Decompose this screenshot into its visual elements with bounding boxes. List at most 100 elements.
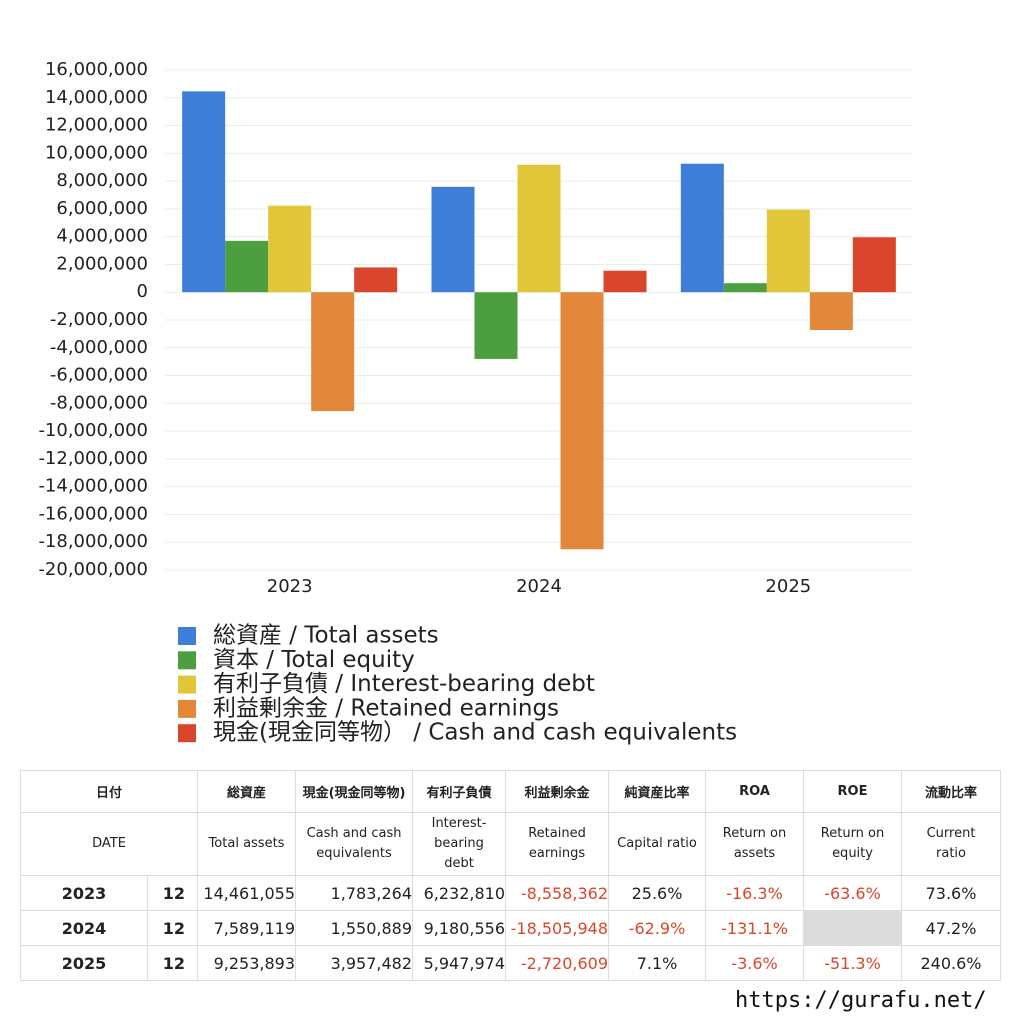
y-tick-label: -12,000,000 <box>38 448 148 469</box>
header-cell: 利益剰余金 <box>505 770 610 813</box>
y-tick-label: -2,000,000 <box>50 309 148 330</box>
table-cell: -62.9% <box>608 910 707 946</box>
bar <box>560 292 604 550</box>
table-cell: 25.6% <box>608 875 707 911</box>
table-cell: 12 <box>146 875 199 911</box>
table-cell: 240.6% <box>901 945 1002 981</box>
table-cell: -3.6% <box>705 945 805 981</box>
header-cell: ROE <box>803 770 903 813</box>
legend-swatch <box>178 675 196 694</box>
header-cell: Cash and cash equivalents <box>295 812 414 876</box>
bar <box>268 205 312 293</box>
data-row: 2023 12 14,461,055 1,783,264 6,232,810 -8,558… <box>20 875 1002 911</box>
table-cell: 12 <box>146 945 199 981</box>
table-cell: 73.6% <box>901 875 1002 911</box>
y-tick-label: 4,000,000 <box>56 226 148 247</box>
header-cell: 現金(現金同等物) <box>295 770 414 813</box>
header-cell: 総資産 <box>197 770 297 813</box>
table-cell: 6,232,810 <box>412 875 507 911</box>
table-cell: 2024 <box>20 910 148 946</box>
y-tick-label: -8,000,000 <box>50 392 148 413</box>
header-row: 日付 総資産 現金(現金同等物) 有利子負債 利益剰余金 純資産比率 ROA ROE 流動比率 <box>19 770 1002 813</box>
legend-label: 有利子負債 / Interest-bearing debt <box>213 671 595 697</box>
data-table: 日付 総資産 現金(現金同等物) 有利子負債 利益剰余金 純資産比率 ROA ROE 流動比率 D… <box>19 770 1002 981</box>
table-cell: -8,558,362 <box>505 875 610 911</box>
header-cell: DATE <box>19 812 199 876</box>
header-cell: Retained earnings <box>505 812 610 876</box>
bar <box>852 237 896 293</box>
y-tick-label: 6,000,000 <box>56 198 148 219</box>
table-cell: 1,783,264 <box>295 875 414 911</box>
y-tick-label: 0 <box>137 281 148 302</box>
header-cell: ROA <box>705 770 805 813</box>
bar <box>680 163 724 293</box>
y-tick-label: 12,000,000 <box>45 115 148 136</box>
header-cell: 日付 <box>19 770 199 813</box>
header-cell: Return on assets <box>705 812 805 876</box>
bar <box>354 267 398 293</box>
table-cell: 14,461,055 <box>197 875 297 911</box>
table-cell: 9,180,556 <box>412 910 507 946</box>
y-tick-label: 10,000,000 <box>45 142 148 163</box>
bar <box>766 209 810 293</box>
legend-label: 利益剰余金 / Retained earnings <box>213 695 559 721</box>
table-cell: 1,550,889 <box>295 910 414 946</box>
bar <box>474 292 518 359</box>
header-cell: Return on equity <box>803 812 903 876</box>
bar <box>603 270 647 293</box>
header-row: DATE Total assets Cash and cash equivalent… <box>19 812 1002 876</box>
empty-cell <box>803 910 903 946</box>
x-tick-label: 2023 <box>267 576 313 597</box>
y-tick-label: 14,000,000 <box>45 87 148 108</box>
header-cell: Interest- bearing debt <box>412 812 507 876</box>
bar <box>809 292 853 331</box>
header-cell: Current ratio <box>901 812 1002 876</box>
legend-swatch <box>178 699 196 718</box>
bar <box>311 292 355 412</box>
table-cell: -51.3% <box>803 945 903 981</box>
header-cell: Total assets <box>197 812 297 876</box>
y-tick-label: 16,000,000 <box>45 59 148 80</box>
legend-swatch <box>178 627 196 645</box>
header-cell: Capital ratio <box>608 812 707 876</box>
y-tick-label: 8,000,000 <box>56 170 148 191</box>
site-url: https://gurafu.net/ <box>735 988 987 1013</box>
table-cell: -2,720,609 <box>505 945 610 981</box>
y-tick-label: -6,000,000 <box>50 365 148 386</box>
legend-swatch <box>178 724 196 743</box>
table-cell: 5,947,974 <box>412 945 507 981</box>
table-cell: 47.2% <box>901 910 1002 946</box>
x-tick-label: 2024 <box>516 576 562 597</box>
y-tick-label: -4,000,000 <box>50 337 148 358</box>
header-cell: 流動比率 <box>901 770 1002 813</box>
bar <box>517 164 561 293</box>
table-cell: 3,957,482 <box>295 945 414 981</box>
bar <box>225 240 269 293</box>
table-cell: 2025 <box>20 945 148 981</box>
table-cell: 7.1% <box>608 945 707 981</box>
header-cell: 純資産比率 <box>608 770 707 813</box>
x-tick-label: 2025 <box>765 576 811 597</box>
legend-swatch <box>178 651 196 670</box>
bar <box>182 91 226 293</box>
data-row: 2025 12 9,253,893 3,957,482 5,947,974 -2,720,… <box>20 945 1002 981</box>
y-tick-label: -16,000,000 <box>38 503 148 524</box>
table-cell: 12 <box>146 910 199 946</box>
y-tick-label: -14,000,000 <box>38 476 148 497</box>
y-tick-label: -18,000,000 <box>38 531 148 552</box>
data-row: 2024 12 7,589,119 1,550,889 9,180,556 -18,505… <box>20 910 1002 946</box>
table-cell: -131.1% <box>705 910 805 946</box>
table-cell: 9,253,893 <box>197 945 297 981</box>
table-cell: -16.3% <box>705 875 805 911</box>
bar <box>431 186 475 293</box>
y-tick-label: -10,000,000 <box>38 420 148 441</box>
table-cell: -18,505,948 <box>505 910 610 946</box>
bar <box>723 283 767 293</box>
y-tick-label: -20,000,000 <box>38 559 148 580</box>
legend-label: 資本 / Total equity <box>213 647 415 673</box>
table-cell: 2023 <box>20 875 148 911</box>
table-cell: -63.6% <box>803 875 903 911</box>
header-cell: 有利子負債 <box>412 770 507 813</box>
chart: -20,000,000 -18,000,000 -16,000,000 -14,000… <box>38 59 913 746</box>
